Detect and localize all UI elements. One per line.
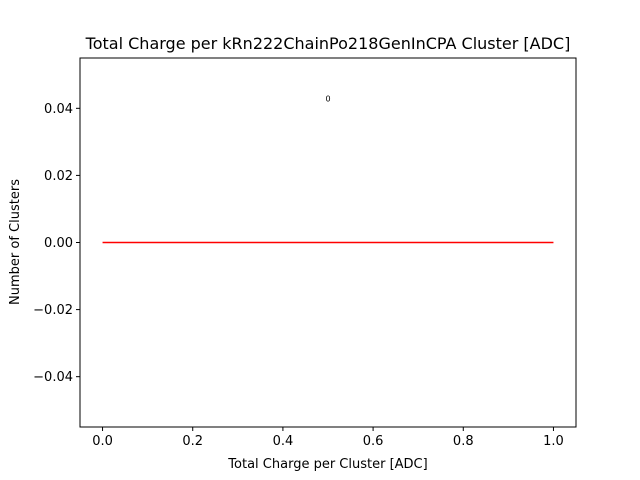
axes-frame bbox=[79, 57, 577, 428]
y-axis-label: Number of Clusters bbox=[8, 179, 23, 305]
y-tick-label: 0.02 bbox=[44, 169, 73, 184]
x-tick-label: 0.6 bbox=[363, 434, 384, 449]
chart-title: Total Charge per kRn222ChainPo218GenInCP… bbox=[85, 34, 571, 53]
y-tick-label: −0.02 bbox=[33, 303, 73, 318]
annotation-0: 0 bbox=[325, 95, 330, 104]
x-tick-label: 0.8 bbox=[453, 434, 474, 449]
x-tick-label: 0.4 bbox=[273, 434, 294, 449]
x-tick-label: 1.0 bbox=[543, 434, 564, 449]
x-axis-label: Total Charge per Cluster [ADC] bbox=[227, 457, 427, 472]
y-tick-label: 0.04 bbox=[44, 102, 73, 117]
y-tick-label: 0.00 bbox=[44, 236, 73, 251]
y-tick-label: −0.04 bbox=[33, 370, 73, 385]
x-tick-label: 0.0 bbox=[92, 434, 113, 449]
x-tick-label: 0.2 bbox=[182, 434, 203, 449]
plot-area: 0 0.0 0.2 0.4 0.6 0.8 1.0 −0.04 −0.02 0.00 0.02 0.0… bbox=[33, 57, 577, 449]
